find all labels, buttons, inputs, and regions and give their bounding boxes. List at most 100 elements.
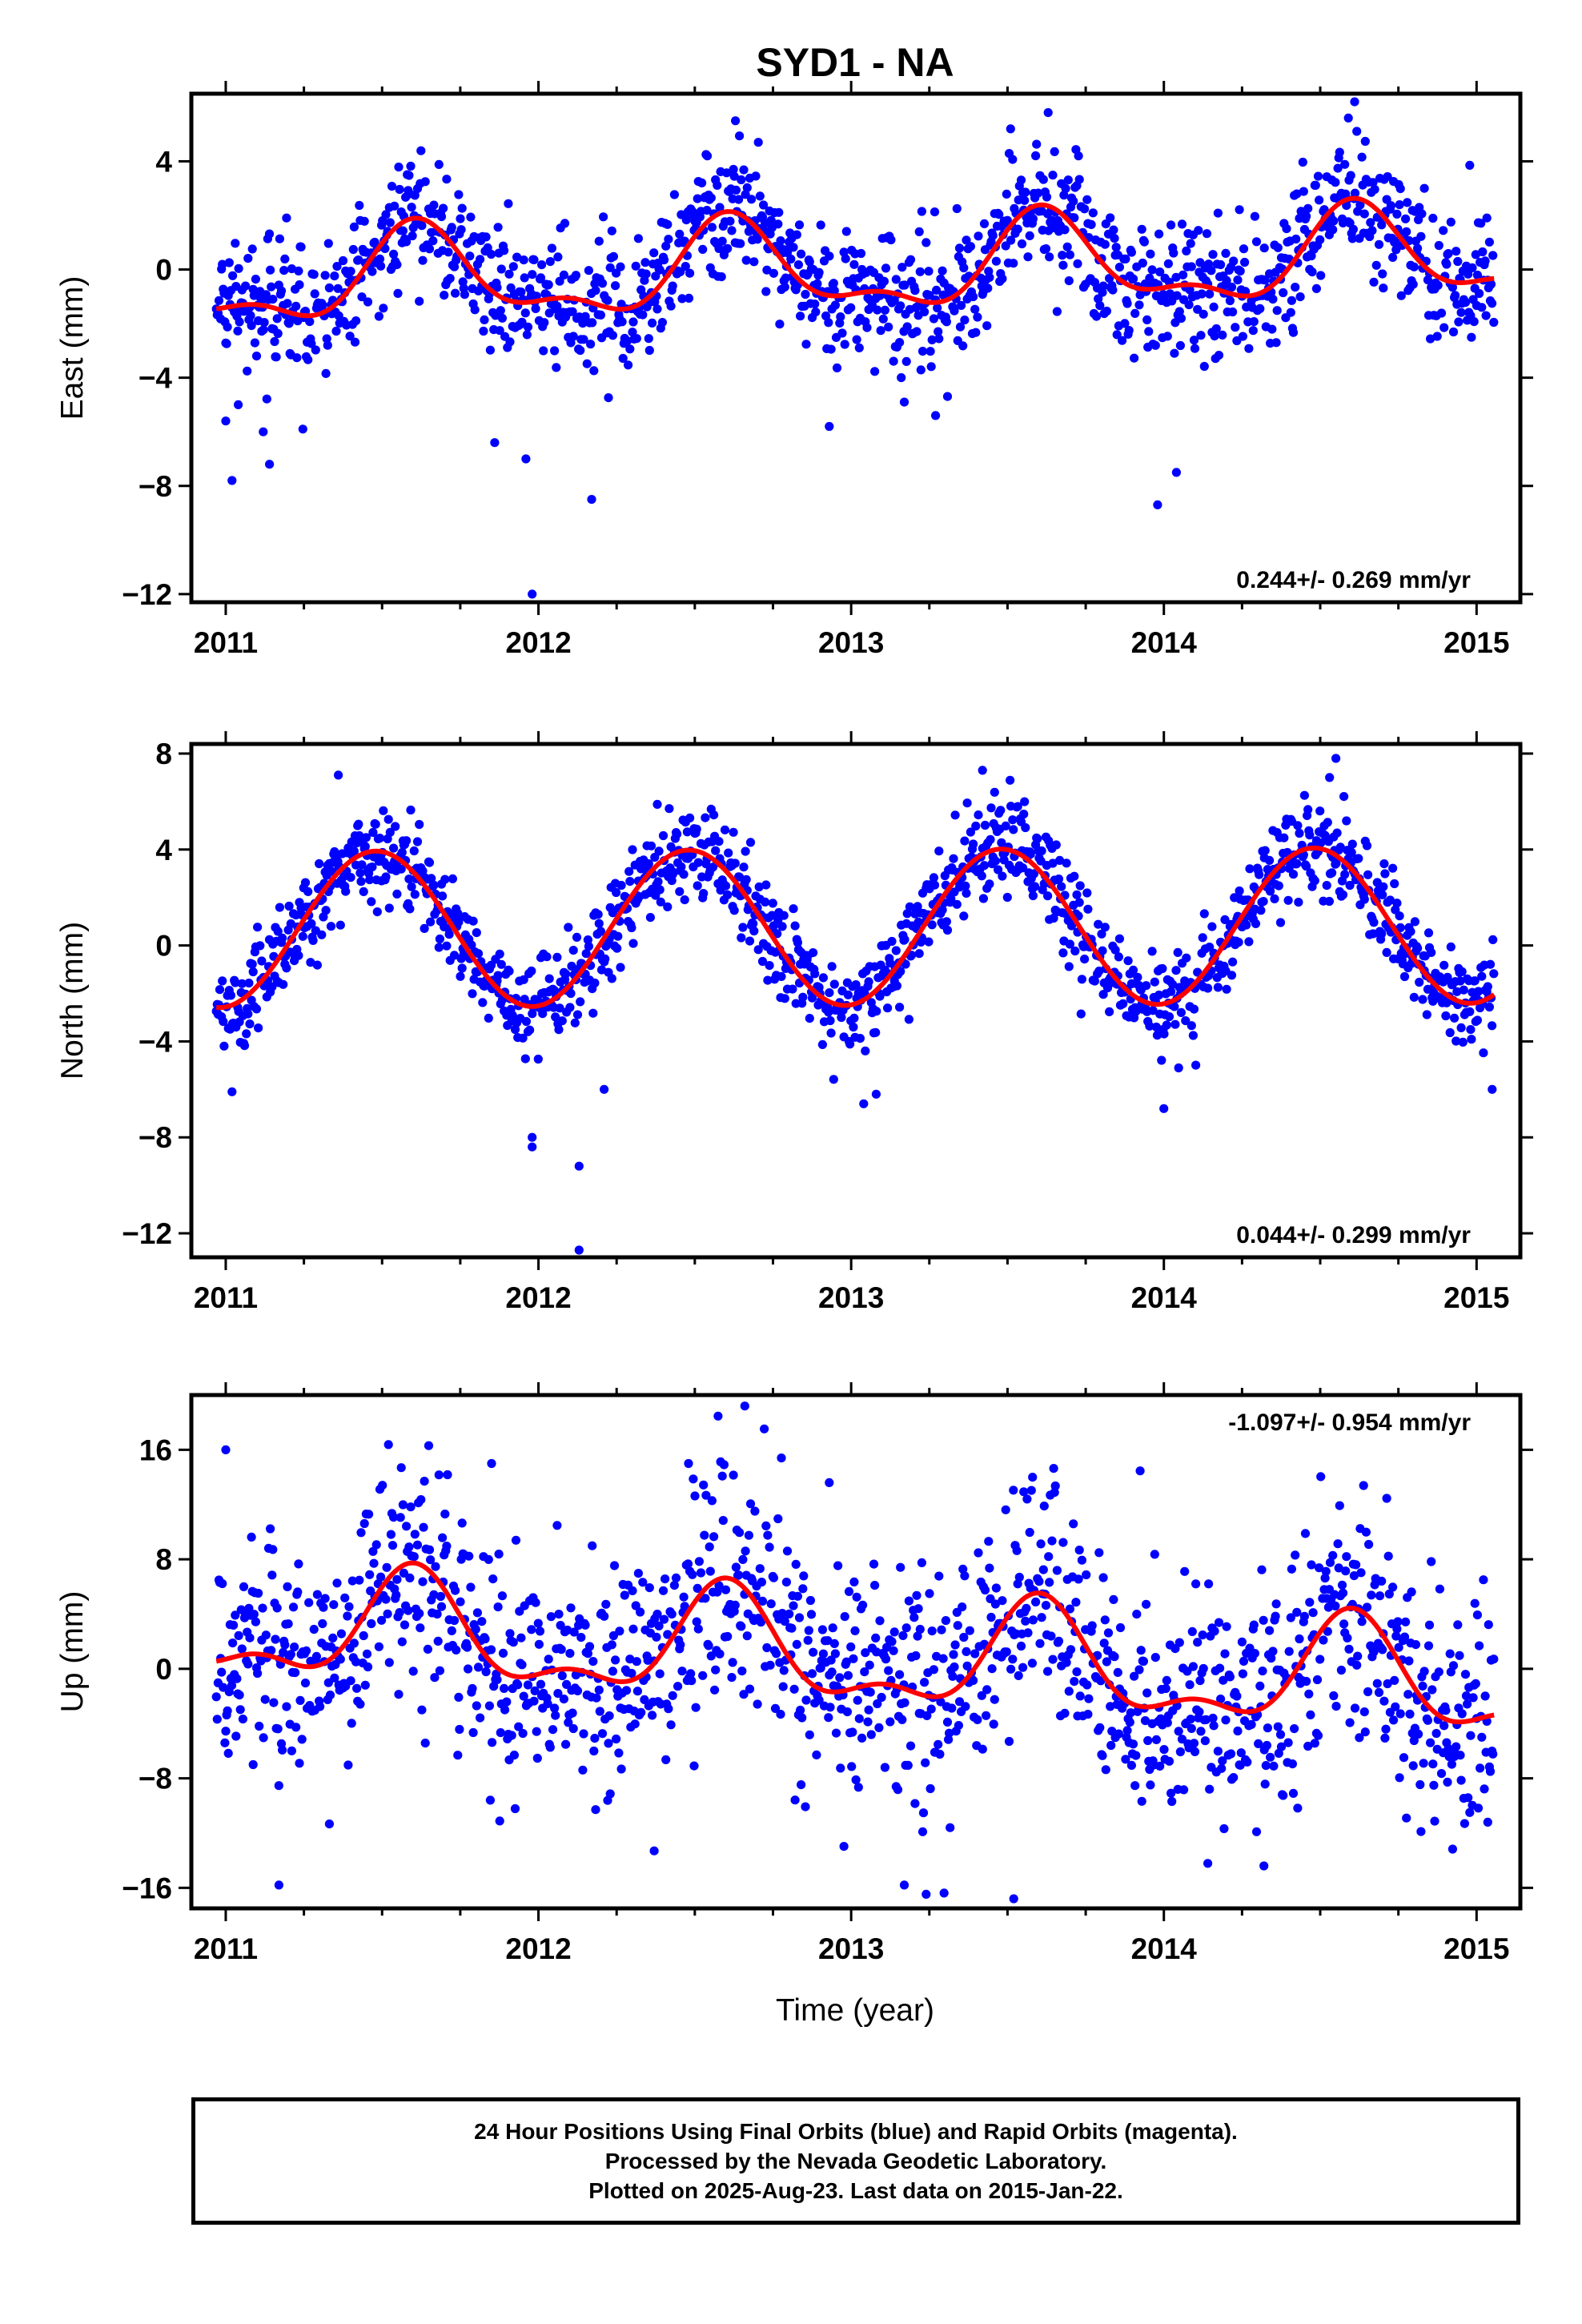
data-point xyxy=(684,293,694,303)
data-point xyxy=(713,180,722,190)
data-point xyxy=(265,460,275,469)
data-point xyxy=(1102,1657,1111,1667)
data-point xyxy=(689,1761,699,1771)
data-point xyxy=(851,1775,861,1785)
data-point xyxy=(1062,242,1072,251)
data-point xyxy=(237,979,247,988)
data-point xyxy=(737,933,746,943)
data-point xyxy=(797,1713,807,1723)
data-point xyxy=(379,304,388,313)
data-point xyxy=(387,182,397,191)
data-point xyxy=(592,1693,601,1703)
data-point xyxy=(1214,351,1224,360)
data-point xyxy=(1379,882,1388,891)
data-point xyxy=(533,1618,543,1628)
data-point xyxy=(596,310,606,320)
data-point xyxy=(1439,323,1449,332)
data-point xyxy=(1323,1602,1333,1612)
data-point xyxy=(982,1685,992,1695)
data-point xyxy=(901,1623,911,1633)
data-point xyxy=(1021,187,1030,197)
data-point xyxy=(228,1638,238,1648)
data-point xyxy=(866,1730,876,1739)
data-point xyxy=(1369,918,1379,927)
data-point xyxy=(986,1612,996,1622)
data-point xyxy=(1484,1620,1493,1630)
data-point xyxy=(1364,1539,1374,1550)
data-point xyxy=(1158,963,1167,974)
data-point xyxy=(298,931,307,941)
data-point xyxy=(740,1401,749,1411)
data-point xyxy=(698,1671,708,1680)
data-point xyxy=(962,1647,971,1656)
data-point xyxy=(1251,1827,1262,1836)
data-point xyxy=(559,270,569,279)
data-point xyxy=(1483,1817,1492,1827)
data-point xyxy=(612,943,622,953)
data-point xyxy=(1164,1756,1174,1766)
data-point xyxy=(1028,1473,1038,1482)
data-point xyxy=(759,200,769,210)
data-point xyxy=(1176,1007,1186,1017)
data-point xyxy=(1446,217,1456,227)
data-point xyxy=(270,336,279,347)
data-point xyxy=(1426,334,1435,344)
data-point xyxy=(1080,955,1090,964)
data-point xyxy=(1227,282,1237,292)
data-point xyxy=(673,829,682,839)
data-point xyxy=(706,1651,716,1661)
data-point xyxy=(730,858,740,868)
data-point xyxy=(291,1668,300,1678)
data-point xyxy=(1272,306,1282,316)
data-point xyxy=(1382,1494,1391,1503)
data-point xyxy=(747,195,757,204)
data-point xyxy=(1455,1651,1464,1660)
data-point xyxy=(355,868,365,878)
data-point xyxy=(1242,920,1251,930)
data-point xyxy=(958,1564,968,1574)
data-point xyxy=(519,975,528,984)
data-point xyxy=(531,1598,540,1607)
data-point xyxy=(294,266,303,275)
data-point xyxy=(649,1846,659,1856)
data-point xyxy=(1170,348,1179,358)
data-point xyxy=(881,263,891,273)
data-point xyxy=(542,952,552,962)
data-point xyxy=(1126,247,1136,257)
data-point xyxy=(1366,218,1375,227)
data-point xyxy=(798,1584,808,1594)
data-point xyxy=(520,1054,530,1063)
data-point xyxy=(799,1571,809,1581)
data-point xyxy=(738,1554,748,1564)
data-point xyxy=(765,1660,775,1670)
data-point xyxy=(568,332,578,341)
data-point xyxy=(694,1557,705,1566)
data-point xyxy=(1240,257,1250,267)
data-point xyxy=(668,281,677,291)
data-point xyxy=(1488,1749,1498,1759)
data-point xyxy=(352,1683,362,1693)
data-point xyxy=(407,882,416,891)
data-point xyxy=(529,1696,539,1706)
data-point xyxy=(1166,220,1176,230)
data-point xyxy=(1346,171,1355,180)
data-point xyxy=(692,824,701,834)
data-point xyxy=(1457,967,1467,976)
data-point xyxy=(861,1648,870,1658)
data-point xyxy=(1305,1598,1315,1607)
data-point xyxy=(1275,918,1286,927)
data-point xyxy=(1419,1759,1428,1768)
data-point xyxy=(604,393,613,403)
plot-area xyxy=(211,97,1499,599)
data-point xyxy=(249,1610,259,1619)
data-point xyxy=(1239,1656,1249,1666)
data-point xyxy=(600,1084,609,1094)
data-point xyxy=(679,1592,689,1602)
data-point xyxy=(729,906,739,915)
data-point xyxy=(1114,263,1124,272)
data-point xyxy=(586,340,596,349)
data-point xyxy=(259,1733,268,1743)
data-point xyxy=(779,911,789,920)
